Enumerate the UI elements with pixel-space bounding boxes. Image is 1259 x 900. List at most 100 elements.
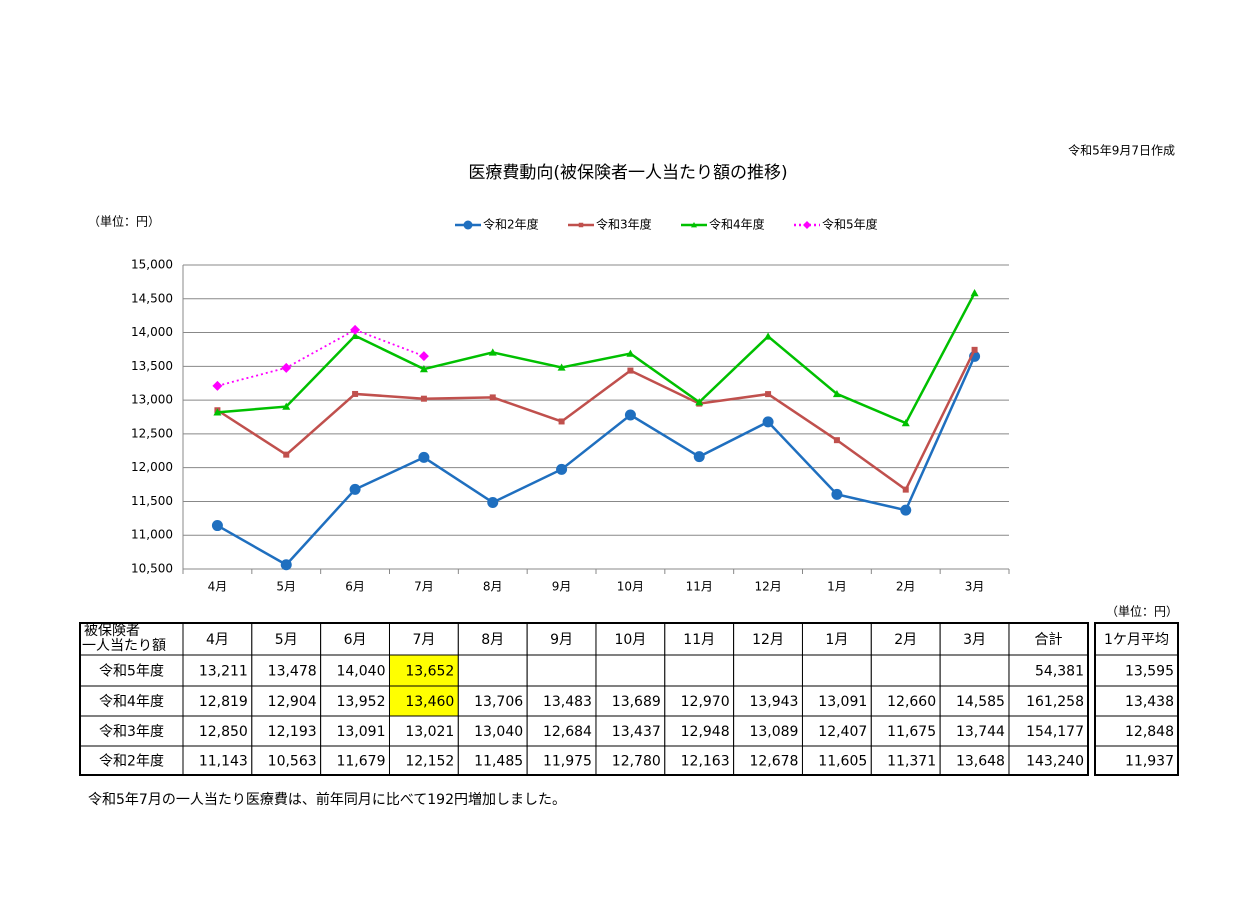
cell-text: 13,091 (818, 694, 867, 710)
cell-text: 合計 (1035, 632, 1063, 648)
legend-marker (463, 220, 473, 230)
cell-text: 11,675 (887, 724, 936, 740)
footnote: 令和5年7月の一人当たり医療費は、前年同月に比べて192円増加しました。 (88, 791, 566, 808)
legend-label: 令和5年度 (822, 217, 878, 232)
cell-text: 13,744 (956, 724, 1005, 740)
x-tick-label: 4月 (208, 580, 228, 594)
cell-text: 4月 (206, 632, 229, 648)
table-cell (320, 654, 390, 687)
y-tick-label: 14,500 (131, 291, 173, 305)
table-cell (526, 654, 597, 687)
x-tick-label: 3月 (965, 580, 985, 594)
table-cell (1094, 654, 1179, 687)
table-cell (595, 685, 666, 717)
table-cell (595, 715, 666, 747)
table-cell (801, 745, 872, 776)
table-cell (870, 715, 941, 747)
cell-text: 13,943 (749, 694, 798, 710)
y-tick-label: 11,500 (131, 494, 173, 508)
cell-text: 12,948 (681, 724, 730, 740)
table-cell (1094, 745, 1179, 776)
cell-text: 5月 (275, 632, 298, 648)
cell-text: 13,706 (474, 694, 523, 710)
marker (283, 451, 290, 458)
cell-text: 11月 (683, 632, 715, 648)
table-cell (79, 654, 184, 687)
legend-marker (578, 222, 584, 228)
marker (351, 331, 360, 339)
marker (902, 486, 909, 493)
cell-text: 13,478 (268, 664, 317, 680)
cell-text: 8月 (481, 632, 504, 648)
chart-title: 医療費動向(被保険者一人当たり額の推移) (468, 163, 787, 183)
corner-text: 被保険者 (84, 623, 140, 639)
cell-text: 12,819 (199, 694, 248, 710)
marker (833, 437, 840, 444)
cell-text: 13,021 (405, 724, 454, 740)
table-cell (79, 685, 184, 717)
x-tick-label: 1月 (827, 580, 847, 594)
marker (212, 380, 223, 391)
table-cell (526, 685, 597, 717)
marker (626, 349, 635, 357)
cell-text: 11,679 (336, 754, 385, 770)
marker (211, 520, 223, 532)
marker (488, 348, 497, 356)
y-tick-label: 12,500 (131, 426, 173, 440)
table-cell (388, 685, 459, 717)
marker (556, 463, 568, 475)
table-cell (182, 745, 253, 776)
table-cell (457, 685, 528, 717)
marker (282, 402, 291, 410)
marker (487, 496, 499, 508)
x-tick-label: 11月 (686, 580, 713, 594)
cell-text: 13,595 (1125, 664, 1174, 680)
legend-label: 令和4年度 (709, 217, 765, 232)
legend-label: 令和2年度 (483, 217, 539, 232)
cell-text: 11,143 (199, 754, 248, 770)
marker (762, 416, 774, 428)
marker (901, 419, 910, 427)
cell-text: 13,952 (336, 694, 385, 710)
marker (971, 346, 978, 353)
table-cell (1094, 685, 1179, 717)
cell-text: 13,040 (474, 724, 523, 740)
series-line (216, 349, 976, 492)
table-cell (801, 685, 872, 717)
table-cell (251, 622, 322, 656)
marker (764, 332, 773, 340)
marker (832, 389, 841, 398)
cell-text: 11,937 (1125, 754, 1174, 770)
y-tick-label: 13,000 (131, 393, 173, 407)
cell-text: 154,177 (1026, 724, 1084, 740)
x-tick-label: 5月 (276, 580, 296, 594)
legend-marker (691, 222, 697, 228)
cell-text: 54,381 (1035, 664, 1084, 680)
marker (213, 408, 222, 416)
marker (765, 391, 772, 398)
table-cell (388, 715, 459, 747)
marker (558, 418, 565, 425)
legend-marker (803, 221, 811, 229)
x-tick-label: 12月 (754, 580, 781, 594)
table-cell (526, 715, 597, 747)
cell-text: 令和2年度 (99, 754, 164, 770)
cell-text: 11,371 (887, 754, 936, 770)
cell-text: 7月 (412, 632, 435, 648)
marker (350, 324, 361, 335)
table-cell (251, 654, 322, 687)
marker (970, 289, 979, 297)
cell-text: 1ケ月平均 (1104, 632, 1169, 648)
table-cell (939, 622, 1010, 656)
table-cell (457, 745, 528, 776)
cell-text: 12,850 (199, 724, 248, 740)
cell-text: 13,089 (749, 724, 798, 740)
table-cell (939, 715, 1010, 747)
series-line (216, 355, 976, 567)
x-tick-label: 10月 (617, 580, 644, 594)
table-cell (182, 622, 253, 656)
cell-text: 13,689 (612, 694, 661, 710)
cell-text: 13,652 (405, 664, 454, 680)
cell-text: 6月 (344, 632, 367, 648)
